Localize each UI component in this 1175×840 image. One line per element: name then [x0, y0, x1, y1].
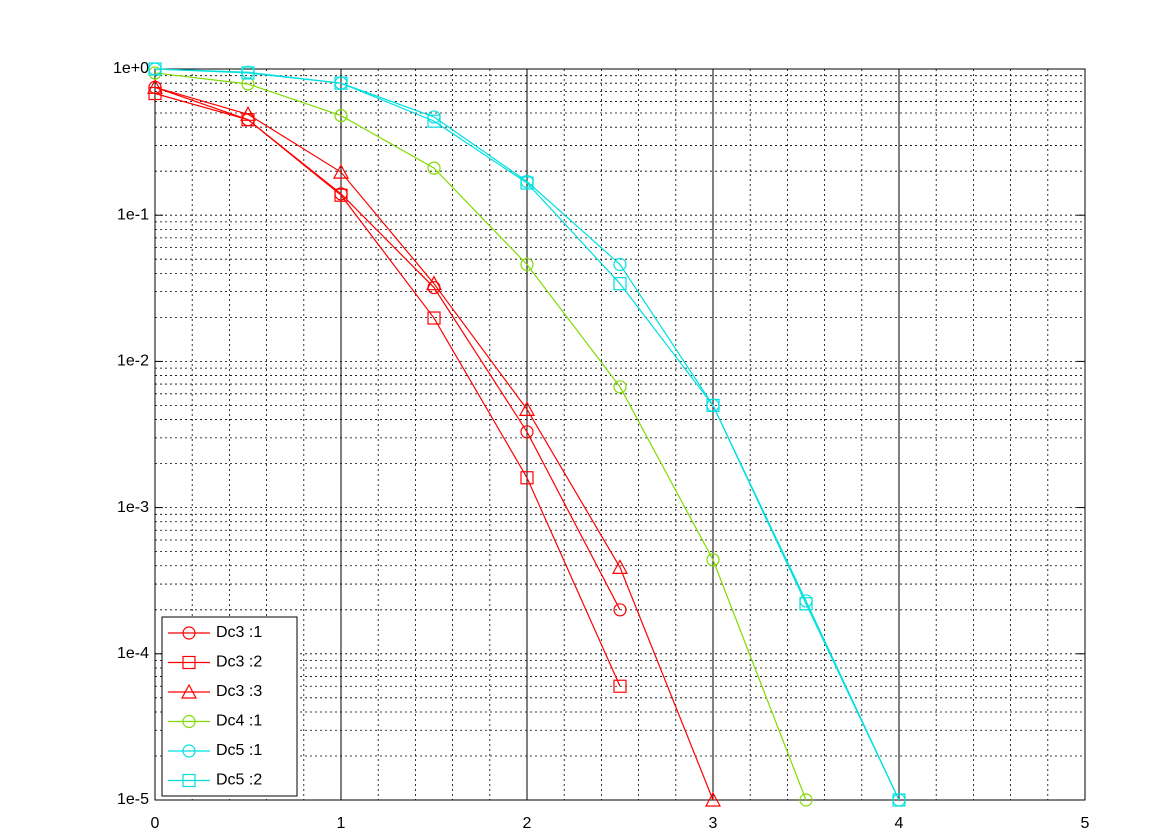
marker — [334, 109, 348, 123]
y-tick-label: 1e-1 — [117, 206, 149, 223]
marker — [613, 679, 627, 693]
marker — [706, 398, 720, 413]
plot-background — [155, 69, 1085, 800]
legend-label: Dc4 :1 — [216, 713, 262, 730]
x-tick-label: 4 — [895, 815, 904, 832]
y-tick-label: 1e+0 — [113, 60, 149, 77]
marker — [520, 425, 534, 439]
legend-label: Dc3 :2 — [216, 654, 262, 671]
marker — [427, 311, 441, 325]
x-tick-label: 2 — [523, 815, 532, 832]
marker — [520, 471, 534, 485]
series-line — [154, 92, 621, 687]
y-tick-label: 1e-5 — [117, 791, 149, 808]
y-tick-label: 1e-2 — [117, 353, 149, 370]
marker — [613, 257, 627, 272]
marker — [613, 603, 627, 617]
y-tick-label: 1e-3 — [117, 499, 149, 516]
marker — [182, 744, 196, 758]
marker — [427, 114, 441, 128]
series-line — [154, 86, 621, 611]
marker — [799, 793, 813, 807]
marker — [182, 714, 196, 729]
marker — [518, 401, 536, 416]
series-line — [154, 68, 900, 801]
series-line — [154, 72, 807, 801]
marker — [146, 79, 164, 94]
marker — [611, 559, 629, 574]
marker — [332, 163, 350, 179]
marker — [520, 176, 534, 190]
marker — [704, 791, 722, 807]
marker — [239, 106, 257, 121]
legend-label: Dc3 :1 — [216, 624, 262, 641]
marker — [182, 655, 196, 670]
legend-label: Dc5 :2 — [216, 772, 262, 789]
series-line — [154, 86, 714, 801]
y-tick-label: 1e-4 — [117, 645, 149, 662]
x-tick-label: 3 — [709, 815, 718, 832]
x-tick-label: 0 — [151, 815, 160, 832]
marker — [706, 553, 720, 567]
x-tick-label: 1 — [337, 815, 346, 832]
marker — [148, 62, 162, 76]
marker — [182, 773, 196, 788]
x-tick-label: 5 — [1081, 815, 1090, 832]
marker — [241, 66, 255, 80]
legend-box — [161, 616, 298, 797]
marker — [799, 597, 813, 611]
marker — [613, 380, 627, 394]
marker — [334, 76, 348, 90]
marker — [334, 188, 348, 202]
legend-label: Dc5 :1 — [216, 742, 262, 759]
plot-frame — [154, 68, 1086, 801]
marker — [425, 275, 443, 291]
marker — [520, 257, 534, 272]
legend-label: Dc3 :3 — [216, 683, 262, 700]
marker — [613, 277, 627, 291]
marker — [892, 793, 906, 807]
marker — [427, 161, 441, 175]
marker — [180, 683, 198, 699]
marker — [182, 626, 196, 640]
